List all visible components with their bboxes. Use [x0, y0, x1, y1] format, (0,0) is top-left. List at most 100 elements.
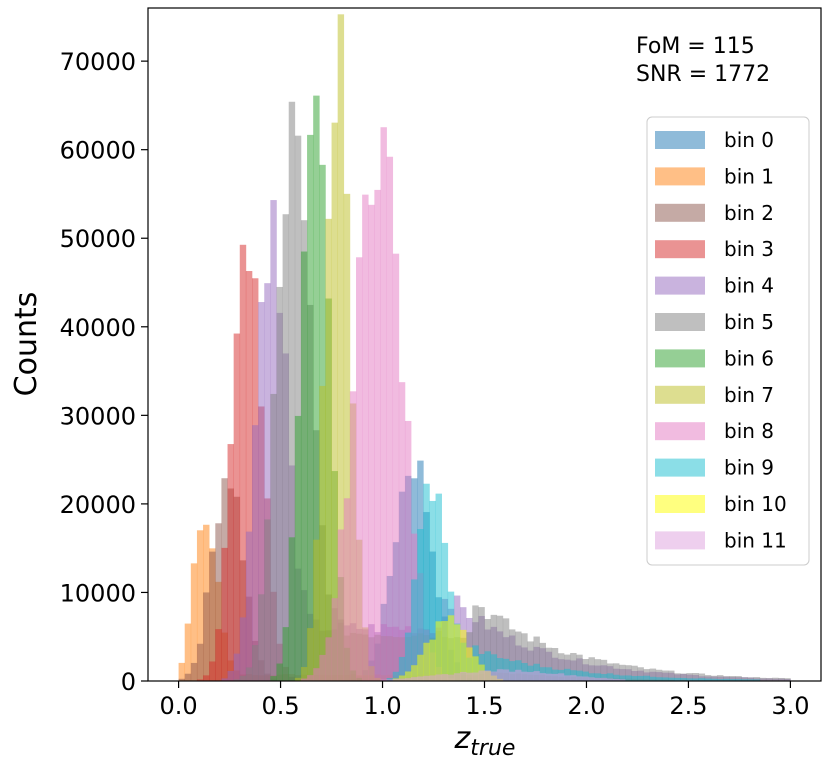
hist-bar	[515, 669, 522, 681]
hist-bar	[576, 654, 583, 681]
hist-bar	[649, 668, 657, 681]
hist-bar	[190, 563, 198, 681]
hist-bar	[319, 654, 326, 681]
hist-bar	[466, 672, 473, 681]
hist-bar	[276, 663, 283, 681]
legend-swatch	[655, 313, 705, 331]
hist-bar	[619, 679, 626, 681]
hist-bar	[392, 671, 400, 681]
legend-label: bin 3	[724, 237, 774, 261]
hist-bar	[411, 677, 418, 681]
hist-bar	[349, 391, 357, 681]
y-tick-label: 60000	[60, 137, 136, 165]
hist-bar	[600, 677, 608, 681]
hist-bar	[710, 675, 718, 681]
hist-bar	[435, 493, 442, 681]
hist-bar	[625, 675, 632, 681]
hist-bar	[429, 500, 436, 681]
hist-bar	[772, 677, 779, 681]
hist-bar	[288, 101, 296, 681]
hist-bar	[539, 673, 546, 681]
legend-box	[646, 116, 810, 566]
hist-bar	[778, 677, 785, 681]
hist-bar	[484, 670, 491, 681]
hist-bar	[392, 253, 400, 681]
hist-bar	[447, 674, 455, 681]
legend-swatch	[655, 276, 705, 295]
hist-bar	[625, 665, 632, 681]
x-tick-label: 1.5	[465, 692, 503, 720]
legend-swatch	[655, 203, 705, 222]
hist-bar	[521, 633, 528, 681]
hist-bar	[490, 654, 498, 681]
hist-bar	[527, 641, 534, 681]
hist-bar	[735, 676, 742, 681]
hist-bar	[472, 672, 479, 681]
hist-bar	[447, 615, 455, 681]
hist-bar	[557, 653, 565, 681]
hist-bar	[435, 621, 442, 681]
hist-bar	[203, 675, 210, 681]
legend-label: bin 1	[724, 164, 774, 188]
hist-bar	[209, 661, 216, 681]
hist-bar	[680, 673, 687, 681]
hist-bar	[588, 673, 595, 681]
y-tick-label: 30000	[60, 402, 136, 430]
legend-label: bin 0	[724, 128, 774, 152]
y-tick-label: 10000	[60, 579, 136, 607]
hist-bar	[668, 677, 675, 681]
hist-bar	[508, 671, 516, 681]
hist-bar	[404, 420, 412, 681]
hist-bar	[453, 673, 461, 681]
hist-bar	[741, 677, 748, 681]
hist-bar	[270, 393, 277, 681]
hist-bar	[300, 251, 308, 682]
hist-bar	[184, 673, 192, 681]
hist-bar	[472, 605, 479, 681]
hist-bar	[545, 673, 553, 681]
hist-bar	[404, 678, 412, 681]
hist-bar	[631, 665, 638, 681]
hist-bar	[729, 676, 736, 681]
hist-bar	[258, 302, 265, 681]
hist-bar	[245, 531, 253, 681]
hist-bar	[478, 670, 485, 681]
hist-bar	[545, 647, 553, 681]
legend-label: bin 8	[724, 419, 774, 443]
hist-bar	[184, 623, 192, 681]
hist-bar	[276, 286, 283, 681]
hist-bar	[404, 671, 412, 681]
hist-bar	[570, 675, 577, 681]
hist-bar	[515, 631, 522, 681]
hist-bar	[380, 679, 387, 681]
hist-bar	[233, 653, 241, 681]
legend-label: bin 10	[724, 492, 787, 516]
hist-bar	[239, 675, 247, 681]
hist-bar	[502, 669, 510, 681]
series-bin-11	[380, 669, 626, 681]
y-axis-ticks: 0 10000 20000 30000 40000 50000 60000 70000	[60, 48, 148, 696]
x-tick-label: 3.0	[771, 692, 809, 720]
hist-bar	[331, 122, 338, 681]
hist-bar	[466, 647, 473, 681]
hist-bar	[245, 271, 253, 681]
hist-bar	[252, 645, 259, 681]
hist-bar	[698, 673, 706, 681]
hist-bar	[478, 607, 485, 681]
hist-bar	[196, 643, 204, 681]
hist-bar	[423, 642, 430, 681]
hist-bar	[729, 679, 736, 681]
hist-bar	[723, 678, 730, 681]
hist-bar	[508, 629, 516, 681]
hist-bar	[600, 659, 608, 681]
hist-bar	[209, 551, 216, 681]
hist-bar	[594, 677, 602, 681]
hist-bar	[582, 671, 589, 681]
hist-bar	[661, 670, 669, 681]
hist-bar	[747, 679, 754, 681]
hist-bar	[368, 204, 375, 681]
hist-bar	[619, 675, 626, 681]
hist-bar	[398, 656, 406, 681]
hist-bar	[282, 214, 290, 682]
hist-bar	[343, 193, 351, 682]
